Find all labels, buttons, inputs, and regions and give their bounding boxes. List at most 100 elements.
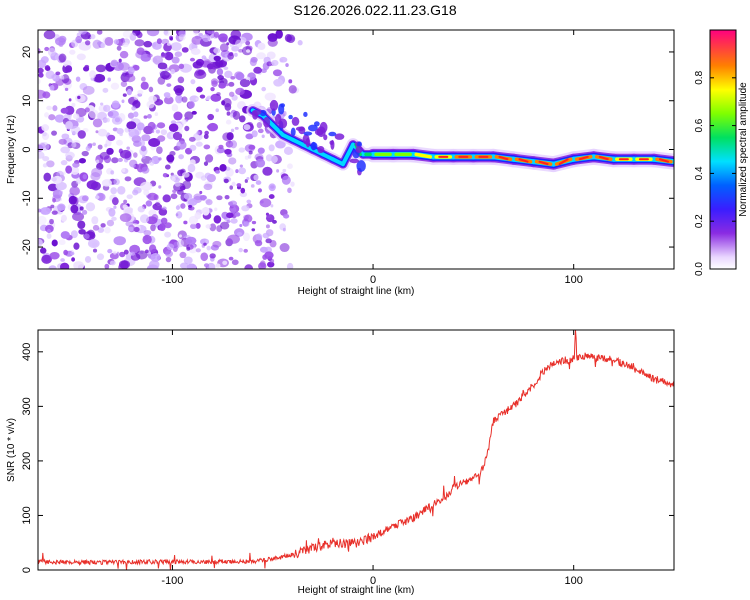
noise-speck [228,52,234,57]
noise-speck [55,181,67,191]
noise-speck [216,195,223,201]
noise-speck [270,155,278,164]
noise-speck [205,154,214,163]
noise-speck [109,260,116,266]
noise-speck [136,47,145,55]
noise-speck [116,139,123,146]
y-tick-label: 100 [21,506,33,524]
noise-speck [212,240,222,248]
noise-speck [137,89,144,95]
noise-speck [257,188,263,193]
noise-speck [155,202,161,206]
noise-speck [89,33,96,40]
x-axis-label: Height of straight line (km) [298,286,415,297]
noise-speck [287,187,292,194]
x-tick-label: 100 [565,575,583,587]
noise-speck [216,68,224,76]
noise-speck [220,221,230,230]
track-halo-3 [270,123,285,137]
onset-blob [275,113,282,125]
noise-speck [257,42,266,51]
noise-speck [93,73,106,83]
noise-speck [166,154,175,163]
noise-speck [68,98,72,102]
noise-speck [175,211,183,219]
noise-speck [206,63,214,70]
noise-speck [218,82,227,89]
noise-speck [281,175,291,185]
noise-speck [190,48,201,56]
noise-speck [215,263,221,268]
noise-speck [262,232,270,239]
noise-speck [154,112,159,117]
noise-speck [250,184,255,188]
noise-speck [178,63,185,70]
noise-speck [118,58,122,63]
noise-speck [179,262,189,269]
noise-speck [88,109,99,119]
noise-speck [164,222,172,229]
noise-speck [48,265,57,269]
noise-speck [205,199,213,206]
noise-speck [118,263,127,269]
noise-speck [43,172,52,182]
noise-speck [49,84,55,91]
noise-speck [175,94,183,104]
noise-speck [214,207,218,212]
onset-blob [307,124,318,132]
track-core [414,152,432,159]
noise-speck [126,194,133,200]
noise-speck [202,34,211,42]
noise-speck [55,71,61,76]
noise-speck [156,38,162,45]
noise-speck [155,129,161,134]
noise-speck [100,42,106,49]
colorbar-label: Normalized spectral amplitude [738,82,749,217]
noise-speck [170,68,176,75]
noise-speck [231,181,236,187]
noise-speck [92,224,100,231]
noise-speck [216,92,221,96]
noise-speck [47,47,56,57]
noise-speck [227,234,240,244]
noise-speck [195,248,201,253]
noise-speck [103,104,111,113]
noise-speck [92,248,98,253]
noise-speck [245,76,251,81]
noise-speck [122,42,129,48]
colorbar [709,29,737,270]
noise-speck [192,61,203,69]
noise-speck [109,252,119,260]
noise-speck [205,224,212,229]
noise-speck [96,193,106,201]
noise-speck [238,147,246,153]
noise-speck [87,239,100,249]
noise-speck [234,126,239,130]
onset-blob [328,131,337,137]
noise-speck [95,195,100,200]
noise-speck [217,74,224,81]
noise-speck [133,111,139,118]
noise-speck [248,144,256,150]
onset-blob [319,121,328,133]
noise-speck [244,264,253,269]
noise-speck [97,144,103,150]
noise-speck [38,47,41,54]
noise-speck [180,203,186,209]
noise-speck [226,212,234,219]
noise-speck [102,87,109,93]
noise-speck [114,117,121,123]
chart-title: S126.2026.022.11.23.G18 [293,2,457,18]
noise-speck [65,120,73,130]
noise-speck [120,80,128,88]
noise-speck [175,213,179,217]
noise-speck [242,232,250,242]
x-tick-label: 100 [565,274,583,286]
noise-speck [113,39,120,45]
noise-speck [225,166,231,171]
noise-speck [45,70,55,79]
noise-speck [141,134,151,142]
noise-speck [82,209,88,215]
noise-speck [170,193,178,200]
